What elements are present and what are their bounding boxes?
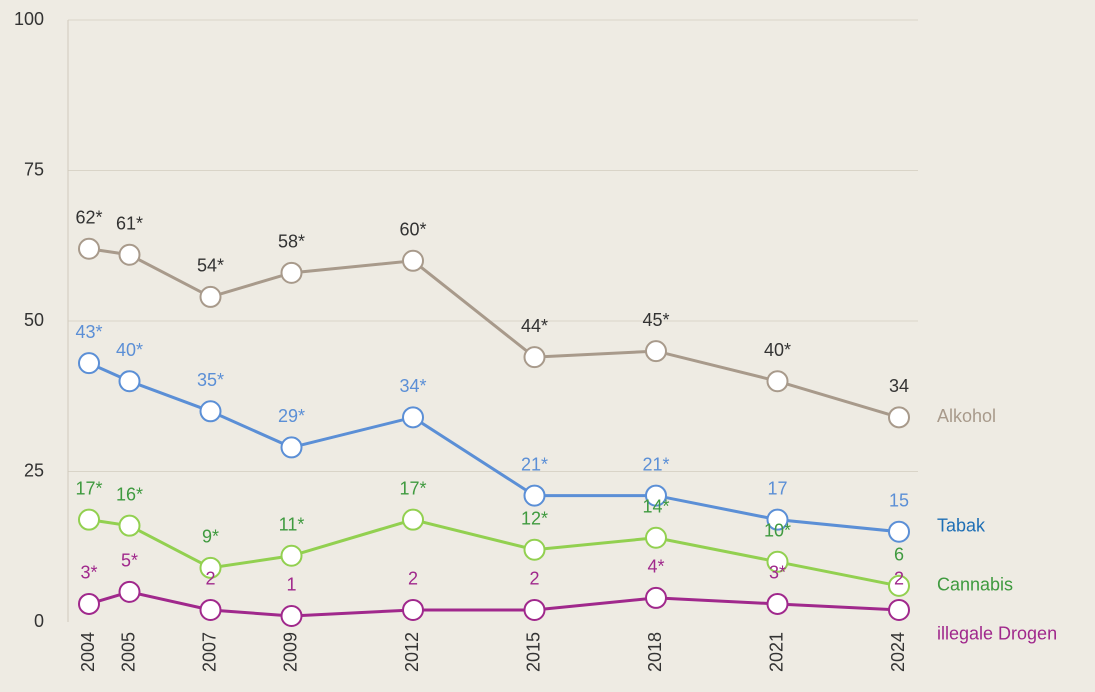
data-label: 17*: [75, 478, 102, 498]
data-point: [402, 406, 424, 429]
data-point: [199, 285, 222, 308]
data-point: [645, 586, 667, 609]
data-label: 6: [894, 545, 904, 565]
data-label: 3*: [80, 563, 97, 583]
x-tick-label: 2005: [118, 632, 138, 672]
data-point: [78, 592, 100, 615]
y-tick-label: 50: [24, 310, 44, 330]
data-label: 21*: [642, 454, 669, 474]
data-point: [888, 520, 910, 543]
data-label: 4*: [647, 557, 664, 577]
data-point: [523, 598, 546, 621]
x-tick-label: 2007: [199, 632, 219, 672]
data-point: [118, 243, 141, 266]
y-tick-label: 0: [34, 611, 44, 631]
data-label: 29*: [278, 406, 305, 426]
data-point: [118, 370, 141, 393]
series-name: Tabak: [937, 515, 986, 535]
data-label: 40*: [764, 340, 791, 360]
x-tick-label: 2015: [523, 632, 543, 672]
data-point: [766, 592, 789, 615]
data-point: [523, 346, 546, 369]
data-label: 15: [889, 490, 909, 510]
data-label: 40*: [116, 340, 143, 360]
series-name: Cannabis: [937, 575, 1013, 595]
data-point: [199, 556, 222, 579]
data-label: 34*: [399, 376, 426, 396]
data-point: [888, 406, 910, 429]
data-point: [199, 400, 222, 423]
data-point: [523, 538, 546, 561]
data-label: 14*: [642, 496, 669, 516]
data-label: 17*: [399, 478, 426, 498]
data-label: 9*: [202, 527, 219, 547]
data-point: [888, 574, 910, 597]
x-tick-label: 2018: [645, 632, 665, 672]
data-point: [888, 598, 910, 621]
data-point: [402, 598, 424, 621]
data-label: 10*: [764, 521, 791, 541]
data-label: 44*: [521, 316, 548, 336]
series-name: illegale Drogen: [937, 624, 1057, 644]
data-label: 1: [286, 575, 296, 595]
data-label: 54*: [197, 256, 224, 276]
data-point: [280, 604, 303, 627]
data-point: [78, 508, 100, 531]
data-point: [645, 484, 667, 507]
data-label: 21*: [521, 454, 548, 474]
data-point: [78, 352, 100, 375]
data-label: 45*: [642, 310, 669, 330]
data-point: [118, 514, 141, 537]
data-point: [199, 598, 222, 621]
data-label: 3*: [769, 563, 786, 583]
data-point: [280, 436, 303, 459]
data-label: 35*: [197, 370, 224, 390]
data-label: 2: [894, 569, 904, 589]
data-point: [766, 550, 789, 573]
data-label: 2: [205, 569, 215, 589]
data-point: [118, 580, 141, 603]
data-label: 60*: [399, 220, 426, 240]
data-point: [645, 526, 667, 549]
data-point: [280, 544, 303, 567]
data-label: 16*: [116, 484, 143, 504]
data-point: [523, 484, 546, 507]
data-point: [766, 370, 789, 393]
data-point: [645, 340, 667, 363]
data-point: [402, 249, 424, 272]
data-label: 11*: [279, 515, 305, 535]
x-tick-label: 2012: [402, 632, 422, 672]
data-point: [78, 237, 100, 260]
data-point: [766, 508, 789, 531]
data-label: 62*: [75, 208, 102, 228]
data-label: 2: [408, 569, 418, 589]
x-tick-label: 2024: [888, 632, 908, 672]
data-label: 5*: [121, 551, 138, 571]
data-label: 2: [529, 569, 539, 589]
x-tick-label: 2004: [78, 632, 98, 672]
data-point: [280, 261, 303, 284]
data-label: 34: [889, 376, 909, 396]
data-label: 17: [767, 478, 787, 498]
series-name: Alkohol: [937, 406, 996, 426]
data-label: 58*: [278, 232, 305, 252]
y-tick-label: 25: [24, 460, 44, 480]
data-point: [402, 508, 424, 531]
data-label: 43*: [75, 322, 102, 342]
data-label: 12*: [521, 509, 548, 529]
x-tick-label: 2009: [280, 632, 300, 672]
x-tick-label: 2021: [766, 632, 786, 672]
data-label: 61*: [116, 214, 143, 234]
y-tick-label: 100: [14, 9, 44, 29]
y-tick-label: 75: [24, 159, 44, 179]
